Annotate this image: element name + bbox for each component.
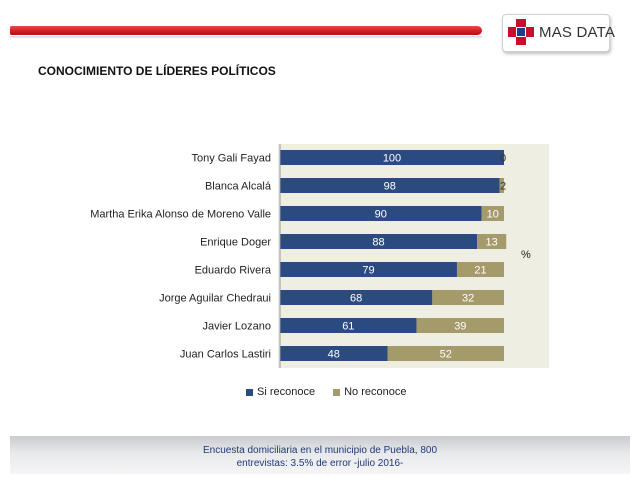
bar-si-reconoce-jorge-aguilar-chedraui (280, 290, 433, 305)
data-label-si-reconoce-blanca-alcala: 98 (384, 181, 396, 193)
data-label-si-reconoce-eduardo-rivera: 79 (362, 265, 374, 277)
header-bar-shadow (10, 36, 482, 39)
footer-line-2: entrevistas: 3.5% de error -julio 2016- (236, 458, 404, 469)
legend-swatch-si-reconoce (246, 388, 253, 396)
chart-title: CONOCIMIENTO DE LÍDERES POLÍTICOS (38, 64, 276, 78)
bar-si-reconoce-javier-lozano (280, 318, 417, 333)
bar-si-reconoce-martha-erika-alonso-de-moreno-valle (280, 206, 482, 221)
footer-line-1: Encuesta domiciliaria en el municipio de… (202, 445, 438, 456)
data-label-no-reconoce-enrique-doger: 13 (486, 237, 498, 249)
data-label-no-reconoce-martha-erika-alonso-de-moreno-valle: 10 (487, 209, 499, 221)
cross-icon (508, 19, 534, 45)
legend: Si reconoce No reconoce (246, 386, 424, 398)
data-label-si-reconoce-enrique-doger: 88 (372, 237, 384, 249)
legend-item-no-reconoce: No reconoce (333, 386, 406, 398)
category-label-martha-erika-alonso-de-moreno-valle: Martha Erika Alonso de Moreno Valle (90, 209, 271, 221)
category-label-juan-carlos-lastiri: Juan Carlos Lastiri (180, 349, 271, 361)
bar-no-reconoce-jorge-aguilar-chedraui (432, 290, 504, 305)
bar-no-reconoce-juan-carlos-lastiri (387, 346, 504, 361)
mas-data-logo: MAS DATA (502, 14, 615, 52)
data-label-si-reconoce-tony-gali-fayad: 100 (383, 153, 401, 165)
data-label-no-reconoce-eduardo-rivera: 21 (474, 265, 486, 277)
bar-no-reconoce-martha-erika-alonso-de-moreno-valle (481, 206, 504, 221)
bar-si-reconoce-juan-carlos-lastiri (280, 346, 388, 361)
legend-label-si-reconoce: Si reconoce (257, 386, 316, 398)
category-label-tony-gali-fayad: Tony Gali Fayad (192, 153, 271, 165)
data-label-no-reconoce-javier-lozano: 39 (454, 321, 466, 333)
legend-label-no-reconoce: No reconoce (344, 386, 407, 398)
category-label-javier-lozano: Javier Lozano (203, 321, 272, 333)
category-label-eduardo-rivera: Eduardo Rivera (195, 265, 272, 277)
data-label-si-reconoce-jorge-aguilar-chedraui: 68 (350, 293, 362, 305)
bar-no-reconoce-enrique-doger (477, 234, 507, 249)
bar-no-reconoce-eduardo-rivera (456, 262, 504, 277)
data-label-no-reconoce-jorge-aguilar-chedraui: 32 (462, 293, 474, 305)
data-label-no-reconoce-blanca-alcala: 2 (500, 181, 506, 193)
category-label-blanca-alcala: Blanca Alcalá (205, 181, 272, 193)
bar-si-reconoce-eduardo-rivera (280, 262, 457, 277)
data-label-no-reconoce-juan-carlos-lastiri: 52 (440, 349, 452, 361)
data-label-no-reconoce-tony-gali-fayad: 0 (500, 153, 506, 165)
bar-no-reconoce-javier-lozano (416, 318, 504, 333)
header-red-bar (10, 26, 482, 35)
unit-label: % (521, 249, 531, 261)
footer-band: Encuesta domiciliaria en el municipio de… (10, 436, 630, 474)
logo-text: MAS DATA (539, 24, 616, 41)
legend-swatch-no-reconoce (333, 388, 341, 396)
data-label-si-reconoce-juan-carlos-lastiri: 48 (328, 349, 340, 361)
legend-item-si-reconoce: Si reconoce (246, 386, 315, 398)
bar-no-reconoce-blanca-alcala (499, 178, 504, 193)
bar-si-reconoce-enrique-doger (280, 234, 478, 249)
bar-si-reconoce-tony-gali-fayad (280, 150, 504, 165)
data-label-si-reconoce-martha-erika-alonso-de-moreno-valle: 90 (375, 209, 387, 221)
category-label-jorge-aguilar-chedraui: Jorge Aguilar Chedraui (159, 293, 271, 305)
category-label-enrique-doger: Enrique Doger (200, 237, 271, 249)
bar-si-reconoce-blanca-alcala (280, 178, 500, 193)
data-label-si-reconoce-javier-lozano: 61 (342, 321, 354, 333)
